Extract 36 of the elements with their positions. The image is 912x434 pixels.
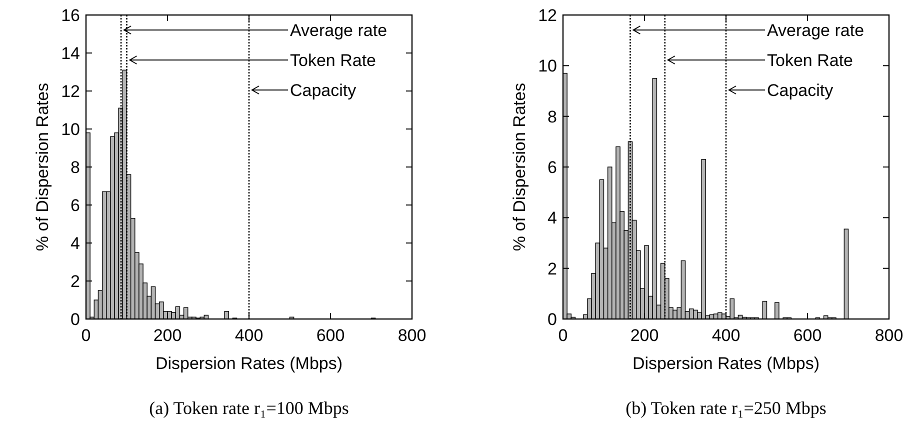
x-tick-label: 400: [712, 326, 740, 345]
y-tick-label: 6: [548, 158, 557, 177]
y-tick-label: 0: [70, 310, 80, 329]
ref-line-label: Average rate: [767, 21, 864, 40]
x-tick-label: 600: [793, 326, 822, 345]
ref-line-label: Token Rate: [290, 51, 376, 70]
x-tick-label: 800: [874, 326, 904, 345]
y-tick-label: 0: [548, 310, 557, 329]
y-tick-label: 4: [70, 234, 80, 253]
y-tick-label: 10: [538, 56, 557, 76]
y-tick-label: 8: [548, 107, 557, 126]
ref-line-label: Capacity: [767, 81, 834, 100]
y-axis-title: % of Dispersion Rates: [510, 82, 529, 252]
y-tick-label: 2: [70, 272, 80, 291]
x-tick-label: 800: [398, 326, 426, 345]
y-tick-label: 16: [61, 6, 80, 25]
y-tick-label: 10: [61, 120, 80, 139]
x-tick-label: 400: [234, 326, 264, 345]
y-tick-label: 2: [548, 259, 557, 278]
y-tick-label: 6: [70, 196, 80, 215]
text: (a) Token rate r₁=100 Mbps: [149, 398, 349, 418]
ref-line-label: Token Rate: [767, 51, 853, 70]
x-axis-title: Dispersion Rates (Mbps): [632, 354, 820, 373]
y-axis-title: % of Dispersion Rates: [33, 82, 52, 252]
y-tick-label: 12: [61, 82, 80, 101]
ref-line-label: Capacity: [290, 81, 357, 100]
y-tick-label: 8: [70, 158, 80, 177]
y-tick-label: 4: [548, 208, 557, 228]
x-axis-title: Dispersion Rates (Mbps): [155, 354, 343, 373]
text: (b) Token rate r₁=250 Mbps: [626, 398, 826, 418]
x-tick-label: 200: [153, 326, 182, 345]
x-tick-label: 600: [316, 326, 345, 345]
ref-line-label: Average rate: [290, 21, 388, 40]
y-tick-label: 12: [538, 6, 557, 25]
x-tick-label: 200: [630, 326, 659, 345]
y-tick-label: 14: [61, 44, 80, 63]
